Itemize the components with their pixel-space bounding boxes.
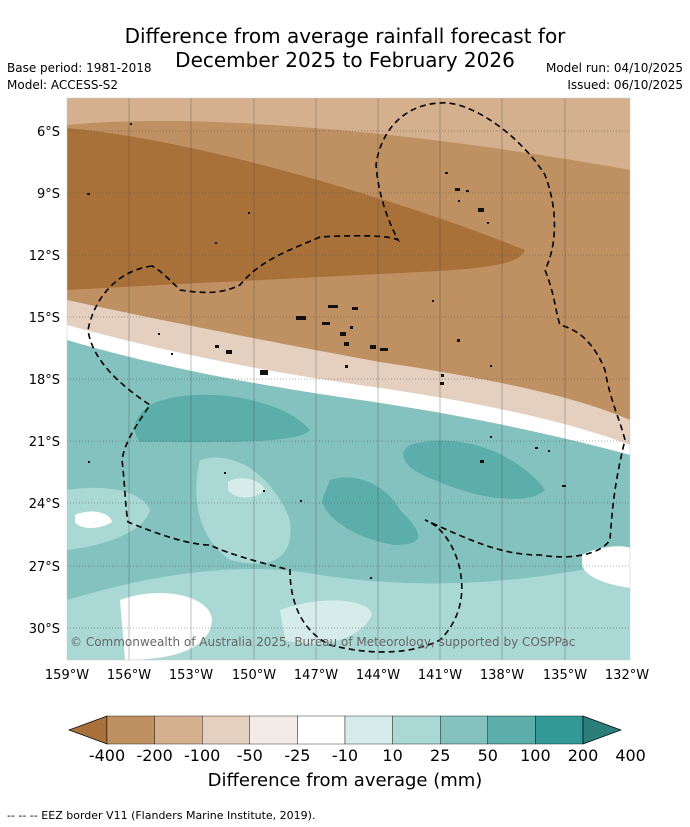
colorbar-tick-label: 10: [382, 746, 402, 765]
colorbar-swatch: [535, 715, 584, 745]
lat-label: 12°S: [29, 249, 60, 264]
map-title-line-2: December 2025 to February 2026: [175, 48, 515, 72]
colorbar-tick-label: 25: [430, 746, 450, 765]
wet-anomaly-west: [134, 394, 310, 443]
lat-label: 21°S: [29, 435, 60, 450]
lon-label: 138°W: [480, 668, 524, 683]
near-average-patch-west: [75, 511, 112, 528]
colorbar-extension-low: [67, 715, 108, 745]
colorbar: -400 -200 -100 -50 -25 -10 10 25 50 100 200 400: [67, 715, 646, 765]
near-average-patch-east: [582, 546, 630, 588]
colorbar-tick-label: -50: [237, 746, 263, 765]
lon-label: 153°W: [169, 668, 213, 683]
wet-anomaly-east: [403, 440, 545, 499]
map-frame: [66, 97, 631, 661]
latitude-axis: 6°S 9°S 12°S 15°S 18°S 21°S 24°S 27°S 30…: [29, 125, 60, 637]
eez-footnote: -- -- -- EEZ border V11 (Flanders Marine…: [7, 809, 316, 822]
colorbar-swatch: [392, 715, 441, 745]
lat-label: 9°S: [37, 187, 60, 202]
near-average-patch-south: [120, 592, 212, 660]
eez-border: [87, 102, 626, 653]
colorbar-title: Difference from average (mm): [207, 770, 483, 791]
grid-lines: [67, 130, 630, 629]
colorbar-tick-label: 400: [615, 746, 646, 765]
lon-label: 150°W: [232, 668, 276, 683]
lon-label: 147°W: [294, 668, 338, 683]
colorbar-swatch: [106, 715, 155, 745]
colorbar-tick-label: 100: [520, 746, 551, 765]
lat-label: 27°S: [29, 560, 60, 575]
model-text: Model: ACCESS-S2: [7, 78, 119, 92]
colorbar-tick-label: -100: [184, 746, 220, 765]
lon-label: 156°W: [107, 668, 151, 683]
lat-label: 30°S: [29, 622, 60, 637]
colorbar-tick-label: -25: [284, 746, 310, 765]
base-period-text: Base period: 1981-2018: [7, 61, 152, 75]
colorbar-swatch: [154, 715, 203, 745]
longitude-axis: 159°W 156°W 153°W 150°W 147°W 144°W 141°…: [45, 668, 649, 683]
colorbar-tick-label: -200: [136, 746, 172, 765]
colorbar-swatch: [201, 715, 250, 745]
colorbar-swatch: [344, 715, 393, 745]
lon-label: 135°W: [543, 668, 587, 683]
lon-label: 141°W: [418, 668, 462, 683]
colorbar-tick-label: -400: [89, 746, 125, 765]
band-dry-very-strong: [67, 128, 525, 290]
colorbar-tick-label: 200: [568, 746, 599, 765]
slight-wet-patch: [228, 478, 265, 498]
model-run-text: Model run: 04/10/2025: [545, 61, 683, 75]
band-near-average: [67, 325, 630, 455]
copyright-text: © Commonwealth of Australia 2025, Bureau…: [70, 635, 575, 649]
lon-label: 132°W: [605, 668, 649, 683]
lat-label: 24°S: [29, 497, 60, 512]
meridian-lines: [128, 98, 566, 660]
colorbar-swatch: [487, 715, 536, 745]
colorbar-tick-label: -10: [332, 746, 358, 765]
slight-wet-patch-south: [280, 600, 372, 644]
lat-label: 18°S: [29, 373, 60, 388]
islands: [87, 123, 566, 579]
colorbar-tick-label: 50: [478, 746, 498, 765]
colorbar-swatch: [249, 715, 298, 745]
colorbar-extension-high: [582, 715, 623, 745]
lat-label: 15°S: [29, 311, 60, 326]
wet-anomaly-central: [322, 477, 419, 545]
colorbar-swatch: [440, 715, 489, 745]
lat-label: 6°S: [37, 125, 60, 140]
issued-text: Issued: 06/10/2025: [567, 78, 683, 92]
colorbar-swatch: [297, 715, 346, 745]
lon-label: 159°W: [45, 668, 89, 683]
lon-label: 144°W: [356, 668, 400, 683]
map-title-line-1: Difference from average rainfall forecas…: [124, 24, 566, 48]
weak-wet-center: [196, 457, 291, 564]
